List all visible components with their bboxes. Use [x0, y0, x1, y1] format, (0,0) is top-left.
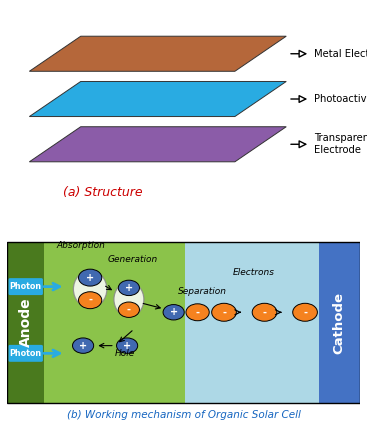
Text: -: - [303, 307, 307, 317]
Text: Metal Electrode: Metal Electrode [314, 49, 367, 59]
Ellipse shape [73, 271, 107, 308]
Text: Hole: Hole [115, 349, 135, 358]
Bar [319, 242, 360, 404]
Text: Absorption: Absorption [57, 241, 106, 250]
Bar [7, 242, 44, 404]
Circle shape [117, 338, 138, 353]
Text: Photon: Photon [10, 282, 42, 291]
FancyBboxPatch shape [8, 278, 43, 295]
Text: Photoactive Layer: Photoactive Layer [314, 94, 367, 104]
Text: Transparent
Electrode: Transparent Electrode [314, 133, 367, 156]
Polygon shape [29, 127, 286, 162]
Text: +: + [79, 341, 87, 351]
FancyBboxPatch shape [8, 345, 43, 362]
Text: Cathode: Cathode [333, 291, 346, 354]
Circle shape [293, 303, 317, 321]
Text: Photon: Photon [10, 349, 42, 358]
Text: -: - [262, 307, 266, 317]
Polygon shape [29, 82, 286, 117]
Text: -: - [127, 305, 131, 315]
Circle shape [118, 280, 139, 296]
Circle shape [118, 302, 139, 317]
Bar [44, 242, 185, 404]
Ellipse shape [114, 282, 144, 317]
Text: Generation: Generation [107, 255, 157, 264]
Text: +: + [86, 273, 94, 283]
Circle shape [163, 305, 184, 320]
Circle shape [186, 304, 209, 321]
Text: +: + [125, 283, 133, 293]
Text: -: - [222, 307, 226, 317]
Text: -: - [88, 295, 92, 305]
Circle shape [212, 303, 236, 321]
Polygon shape [29, 36, 286, 71]
Text: (a) Structure: (a) Structure [63, 186, 142, 199]
Text: Electrons: Electrons [233, 268, 275, 277]
Bar [7, 242, 360, 404]
Bar [185, 242, 319, 404]
Circle shape [79, 269, 102, 286]
Circle shape [252, 303, 277, 321]
Text: -: - [196, 307, 200, 317]
Text: Anode: Anode [19, 298, 33, 347]
Text: Separation: Separation [178, 287, 227, 296]
Text: (b) Working mechanism of Organic Solar Cell: (b) Working mechanism of Organic Solar C… [66, 410, 301, 420]
Text: +: + [123, 341, 131, 351]
Text: +: + [170, 307, 178, 317]
Circle shape [73, 338, 94, 353]
Circle shape [79, 292, 102, 309]
